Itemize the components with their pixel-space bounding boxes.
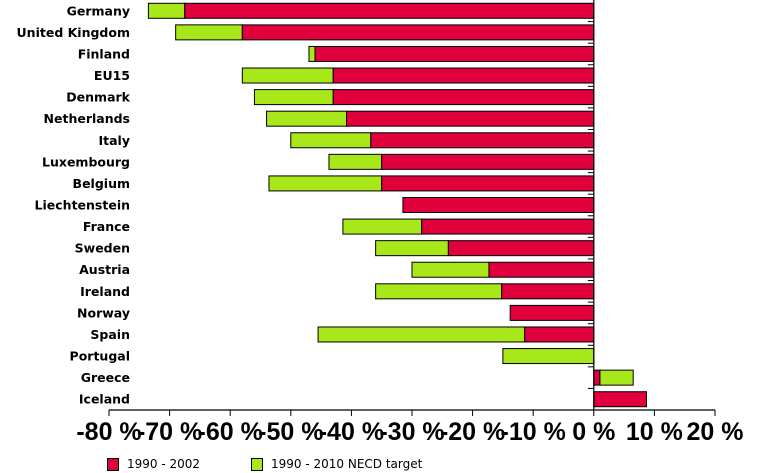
category-label: Iceland	[79, 392, 130, 407]
category-label: Portugal	[70, 349, 130, 364]
bar-target	[266, 110, 348, 127]
category-label: Sweden	[75, 241, 130, 256]
x-tick-label: -30 %	[379, 418, 444, 446]
category-label: Spain	[90, 327, 130, 342]
bar-target	[308, 45, 316, 62]
bar-target	[241, 67, 334, 84]
x-tick-label: -80 %	[76, 418, 141, 446]
category-label: Netherlands	[44, 111, 130, 126]
category-label: Ireland	[80, 284, 130, 299]
bar-target	[502, 348, 595, 365]
bar-1990-2002	[501, 283, 595, 300]
legend-label: 1990 - 2010 NECD target	[271, 457, 423, 471]
x-tick-label: -20 %	[440, 418, 505, 446]
bar-1990-2002	[488, 261, 595, 278]
bar-1990-2002	[184, 2, 595, 19]
category-label: Germany	[67, 3, 130, 18]
category-label: Greece	[81, 370, 130, 385]
bar-target	[253, 89, 334, 106]
category-label: Finland	[78, 46, 130, 61]
category-label: Denmark	[66, 90, 130, 105]
bar-1990-2002	[332, 89, 595, 106]
legend-label: 1990 - 2002	[127, 457, 201, 471]
bar-1990-2002	[421, 218, 595, 235]
bar-target	[375, 283, 503, 300]
category-label: United Kingdom	[17, 25, 130, 40]
bar-target	[317, 326, 526, 343]
legend-item-1990-2002: 1990 - 2002	[107, 457, 200, 471]
x-tick-label: -50 %	[258, 418, 323, 446]
x-tick-label: 20 %	[687, 418, 744, 446]
bar-1990-2002	[402, 197, 595, 213]
x-tick-label: -60 %	[198, 418, 263, 446]
x-tick-label: 0 %	[572, 418, 615, 446]
bar-1990-2002	[593, 391, 648, 408]
category-label: Austria	[79, 262, 130, 277]
category-label: Norway	[77, 305, 130, 320]
bar-target	[147, 2, 186, 19]
bar-target	[290, 132, 372, 149]
bar-1990-2002	[332, 67, 595, 84]
bar-1990-2002	[381, 153, 595, 170]
bar-1990-2002	[593, 369, 601, 386]
bar-target	[342, 218, 423, 235]
category-label: France	[83, 219, 130, 234]
x-tick-label: -10 %	[501, 418, 566, 446]
category-label: EU15	[94, 68, 130, 83]
bar-target	[599, 369, 634, 386]
bar-target	[268, 175, 383, 192]
x-tick-label: 10 %	[626, 418, 683, 446]
bar-1990-2002	[314, 45, 595, 62]
bar-1990-2002	[509, 304, 595, 321]
bar-1990-2002	[370, 132, 595, 149]
bar-1990-2002	[241, 24, 595, 41]
bar-1990-2002	[346, 110, 595, 127]
x-tick-label: -70 %	[137, 418, 202, 446]
legend-item-necd-target: 1990 - 2010 NECD target	[251, 457, 422, 471]
bar-1990-2002	[381, 175, 595, 192]
bar-1990-2002	[447, 240, 595, 257]
category-label: Luxembourg	[42, 154, 130, 169]
legend-swatch-red	[107, 457, 119, 471]
category-label: Italy	[99, 133, 131, 148]
bar-target	[411, 261, 490, 278]
bar-target	[175, 24, 243, 41]
bar-1990-2002	[524, 326, 595, 343]
legend-swatch-green	[251, 457, 263, 471]
bar-target	[375, 240, 449, 257]
category-label: Belgium	[73, 176, 130, 191]
bar-target	[328, 153, 383, 170]
category-label: Liechtenstein	[35, 198, 130, 213]
x-tick-label: -40 %	[319, 418, 384, 446]
